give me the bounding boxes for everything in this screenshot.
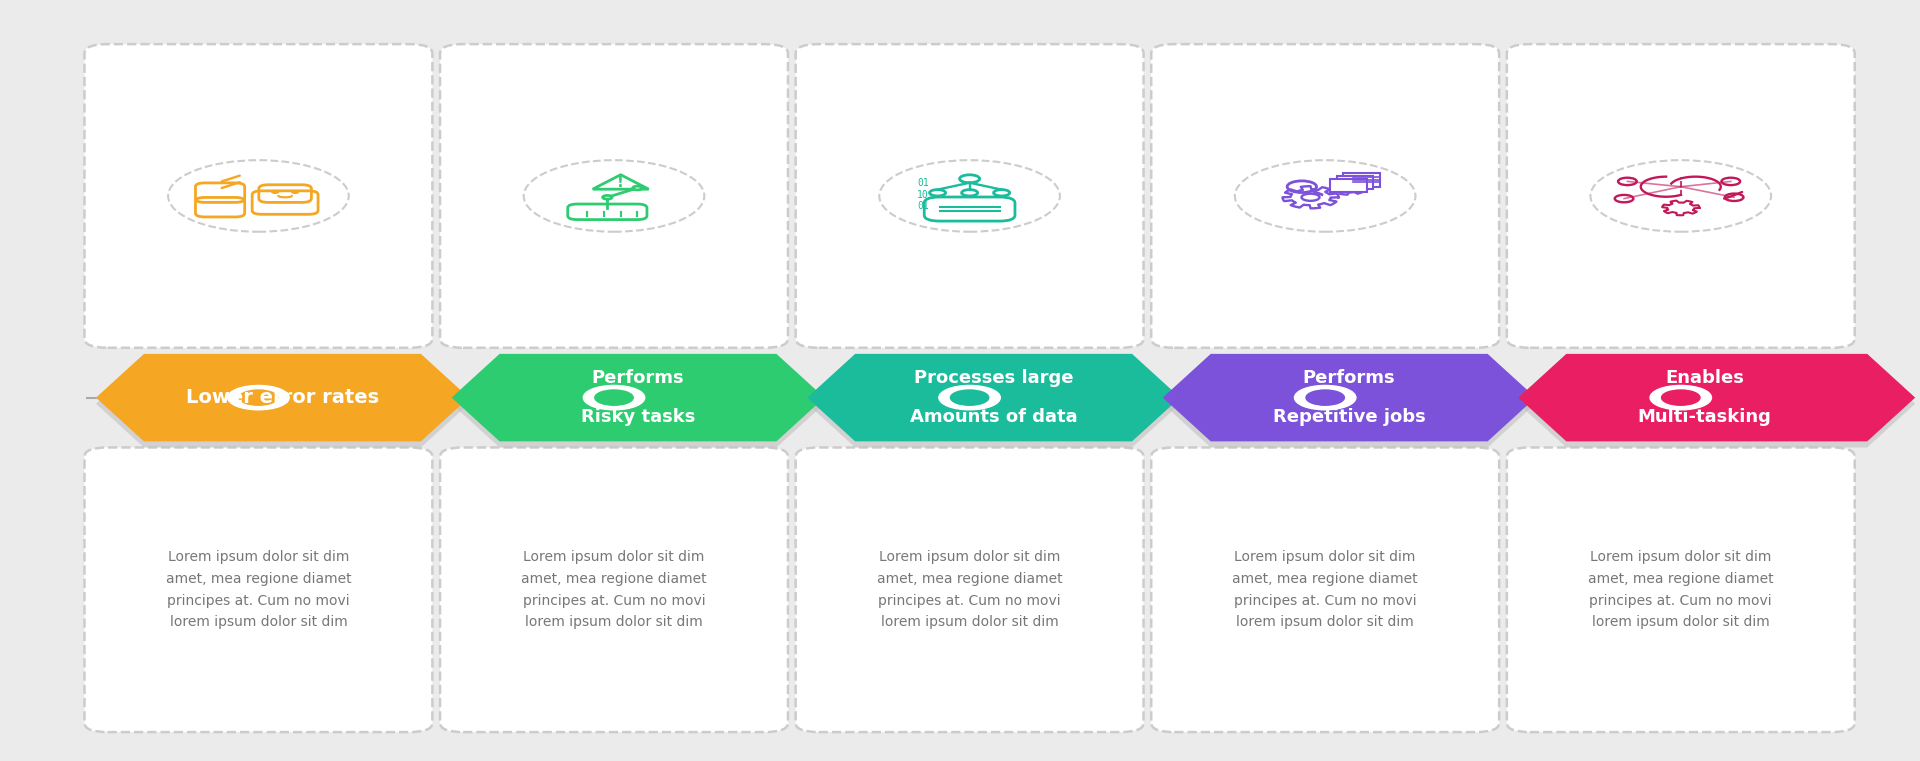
Text: Enables: Enables (1665, 369, 1743, 387)
Text: Lorem ipsum dolor sit dim
amet, mea regione diamet
principes at. Cum no movi
lor: Lorem ipsum dolor sit dim amet, mea regi… (1233, 550, 1419, 629)
FancyBboxPatch shape (84, 447, 432, 732)
Text: Lorem ipsum dolor sit dim
amet, mea regione diamet
principes at. Cum no movi
lor: Lorem ipsum dolor sit dim amet, mea regi… (520, 550, 707, 629)
FancyBboxPatch shape (1152, 44, 1500, 348)
Text: Performs: Performs (591, 369, 684, 387)
Circle shape (634, 186, 641, 190)
Text: Risky tasks: Risky tasks (582, 408, 695, 426)
Text: Multi-tasking: Multi-tasking (1638, 408, 1772, 426)
Circle shape (584, 385, 645, 409)
Polygon shape (1164, 354, 1536, 441)
Polygon shape (806, 354, 1181, 441)
Text: Performs: Performs (1304, 369, 1396, 387)
Circle shape (939, 385, 1000, 409)
Polygon shape (451, 360, 824, 447)
Text: !: ! (616, 175, 624, 190)
Text: Lower error rates: Lower error rates (186, 388, 378, 407)
FancyBboxPatch shape (440, 447, 787, 732)
FancyBboxPatch shape (1507, 44, 1855, 348)
FancyBboxPatch shape (84, 44, 432, 348)
Text: Lorem ipsum dolor sit dim
amet, mea regione diamet
principes at. Cum no movi
lor: Lorem ipsum dolor sit dim amet, mea regi… (877, 550, 1062, 629)
Polygon shape (96, 360, 468, 447)
FancyBboxPatch shape (1331, 179, 1367, 192)
Circle shape (1649, 385, 1711, 409)
FancyBboxPatch shape (795, 44, 1144, 348)
Circle shape (228, 385, 290, 409)
FancyBboxPatch shape (1152, 447, 1500, 732)
Polygon shape (1862, 387, 1897, 408)
Polygon shape (451, 354, 824, 441)
Polygon shape (96, 354, 468, 441)
FancyBboxPatch shape (1336, 176, 1373, 189)
Polygon shape (1519, 360, 1914, 447)
Circle shape (950, 390, 989, 405)
Text: Processes large: Processes large (914, 369, 1073, 387)
Circle shape (292, 191, 298, 193)
Circle shape (1294, 385, 1356, 409)
Circle shape (1661, 390, 1699, 405)
Circle shape (595, 390, 634, 405)
FancyBboxPatch shape (1507, 447, 1855, 732)
Circle shape (603, 196, 612, 199)
Text: Lorem ipsum dolor sit dim
amet, mea regione diamet
principes at. Cum no movi
lor: Lorem ipsum dolor sit dim amet, mea regi… (1588, 550, 1774, 629)
Text: Repetitive jobs: Repetitive jobs (1273, 408, 1425, 426)
Polygon shape (806, 360, 1181, 447)
Circle shape (1306, 390, 1344, 405)
Text: 01
10
01: 01 10 01 (918, 178, 929, 212)
Text: Amounts of data: Amounts of data (910, 408, 1077, 426)
FancyBboxPatch shape (795, 447, 1144, 732)
FancyBboxPatch shape (1344, 174, 1380, 186)
Circle shape (240, 390, 278, 405)
Circle shape (273, 191, 278, 193)
FancyBboxPatch shape (440, 44, 787, 348)
Text: Lorem ipsum dolor sit dim
amet, mea regione diamet
principes at. Cum no movi
lor: Lorem ipsum dolor sit dim amet, mea regi… (165, 550, 351, 629)
Polygon shape (1164, 360, 1536, 447)
Polygon shape (1519, 354, 1914, 441)
